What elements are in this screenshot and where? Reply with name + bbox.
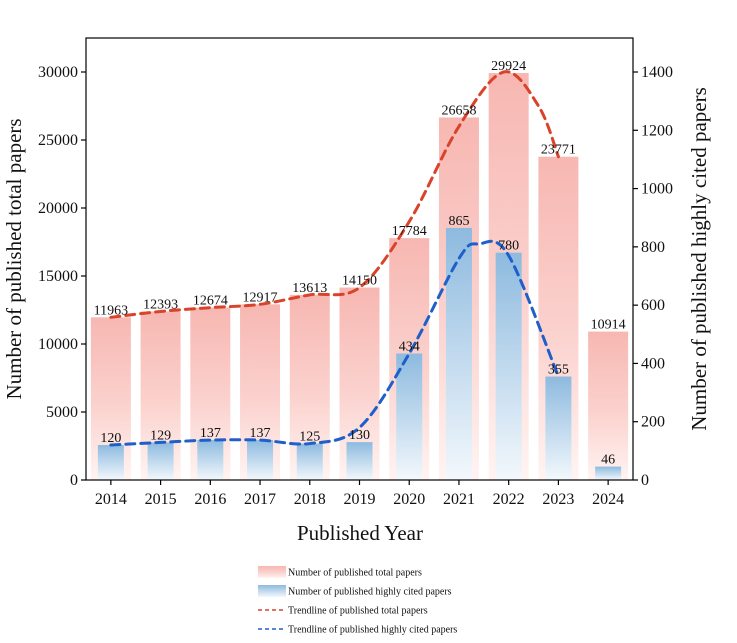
left-tick-label: 30000 <box>38 64 78 81</box>
total-label-2014: 11963 <box>94 303 128 318</box>
right-axis-ticks: 0 200 400 600 800 1000 1200 1400 <box>633 64 673 489</box>
left-axis-title: Number of published total papers <box>2 118 26 399</box>
cited-label-2014: 120 <box>100 431 121 446</box>
x-tick-label-2023: 2023 <box>542 491 574 508</box>
total-label-2015: 12393 <box>143 297 178 312</box>
right-tick-label: 600 <box>641 297 665 314</box>
cited-bar-2016 <box>197 440 224 480</box>
cited-bar-2022 <box>495 252 522 480</box>
total-label-2017: 12917 <box>243 290 278 305</box>
left-tick-label: 25000 <box>38 132 78 149</box>
total-label-2021: 26658 <box>441 103 476 118</box>
trendlines <box>109 70 560 447</box>
x-axis-title: Published Year <box>297 521 423 545</box>
right-tick-label: 800 <box>641 239 665 256</box>
total-label-2024: 10914 <box>591 318 626 333</box>
total-label-2016: 12674 <box>193 294 228 309</box>
cited-label-2017: 137 <box>250 426 271 441</box>
total-bar-2024 <box>588 331 629 480</box>
cited-bar-2017 <box>247 440 274 480</box>
legend-swatch-1 <box>258 566 286 578</box>
legend: Number of published total papers Number o… <box>258 566 457 636</box>
x-tick-label-2019: 2019 <box>344 491 376 508</box>
left-tick-label: 20000 <box>38 200 78 217</box>
x-tick-label-2021: 2021 <box>443 491 475 508</box>
legend-swatch-2 <box>258 585 286 597</box>
cited-bar-2021 <box>445 227 472 480</box>
cited-label-2018: 125 <box>299 430 320 445</box>
x-tick-label-2016: 2016 <box>194 491 226 508</box>
cited-bar-2019 <box>346 442 373 480</box>
x-tick-label-2015: 2015 <box>145 491 177 508</box>
left-tick-label: 15000 <box>38 268 78 285</box>
x-axis-ticks: 2014 2015 2016 2017 2018 2019 2020 2021 2022 2023… <box>95 480 624 508</box>
right-tick-label: 400 <box>641 355 665 372</box>
x-tick-label-2024: 2024 <box>592 491 624 508</box>
cited-label-2020: 434 <box>399 340 420 355</box>
bar-labels: 11963 12393 12674 12917 13613 14150 17784 26658… <box>94 59 626 468</box>
cited-bar-2014 <box>97 445 124 480</box>
legend-label-3: Trendline of published total papers <box>288 606 428 617</box>
x-tick-label-2022: 2022 <box>493 491 525 508</box>
cited-bar-2023 <box>545 376 572 480</box>
left-tick-label: 0 <box>70 472 78 489</box>
legend-label-2: Number of published highly cited papers <box>288 587 452 598</box>
total-label-2023: 23771 <box>541 143 576 158</box>
right-tick-label: 1000 <box>641 181 673 198</box>
cited-bar-2018 <box>296 443 323 480</box>
cited-bar-2024 <box>595 466 622 480</box>
x-tick-label-2018: 2018 <box>294 491 326 508</box>
x-tick-label-2014: 2014 <box>95 491 127 508</box>
cited-bar-2015 <box>147 442 174 480</box>
cited-label-2016: 137 <box>200 426 221 441</box>
total-label-2020: 17784 <box>392 224 427 239</box>
total-trendline <box>109 70 560 319</box>
cited-label-2015: 129 <box>150 428 171 443</box>
right-tick-label: 200 <box>641 414 665 431</box>
total-label-2022: 29924 <box>491 59 526 74</box>
total-label-2018: 13613 <box>292 281 327 296</box>
cited-trendline <box>109 239 560 447</box>
total-label-2019: 14150 <box>342 274 377 289</box>
left-axis-ticks: 0 5000 10000 15000 20000 25000 30000 <box>38 64 86 489</box>
x-tick-label-2017: 2017 <box>244 491 276 508</box>
right-axis-title: Number of published highly cited papers <box>687 87 711 431</box>
legend-label-4: Trendline of published highly cited pape… <box>288 625 457 636</box>
left-tick-label: 10000 <box>38 336 78 353</box>
x-tick-label-2020: 2020 <box>393 491 425 508</box>
cited-label-2023: 355 <box>548 363 569 378</box>
cited-label-2019: 130 <box>349 428 370 443</box>
cited-label-2021: 865 <box>448 214 469 229</box>
cited-label-2024: 46 <box>601 453 615 468</box>
cited-bar-2020 <box>396 353 423 480</box>
cited-label-2022: 780 <box>498 239 519 254</box>
right-tick-label: 1400 <box>641 64 673 81</box>
right-tick-label: 0 <box>641 472 649 489</box>
right-tick-label: 1200 <box>641 122 673 139</box>
highly-cited-bars <box>97 227 622 480</box>
left-tick-label: 5000 <box>46 404 78 421</box>
legend-label-1: Number of published total papers <box>288 568 422 579</box>
